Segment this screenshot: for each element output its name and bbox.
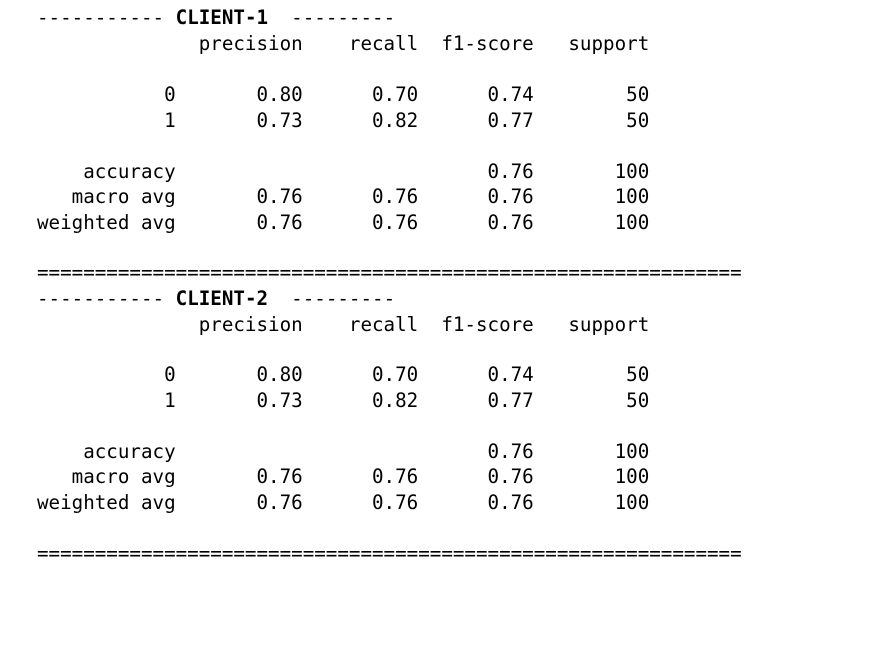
client-title: ----------- CLIENT-1 --------- [37, 5, 395, 31]
report-row-class-1: 1 0.73 0.82 0.77 50 [37, 389, 650, 412]
title-dashes-right: --------- [291, 6, 396, 29]
client-title: ----------- CLIENT-2 --------- [37, 286, 395, 312]
report-row-macro-avg: macro avg 0.76 0.76 0.76 100 [37, 465, 650, 488]
separator-line: ========================================… [37, 261, 742, 284]
report-row-weighted-avg: weighted avg 0.76 0.76 0.76 100 [37, 211, 650, 234]
title-dashes-left: ----------- [37, 287, 165, 310]
report-row-accuracy: accuracy 0.76 100 [37, 440, 650, 463]
report-row-class-0: 0 0.80 0.70 0.74 50 [37, 363, 650, 386]
report-row-accuracy: accuracy 0.76 100 [37, 160, 650, 183]
client-name: CLIENT-2 [175, 287, 269, 310]
console-output: ----------- CLIENT-1 --------- precision… [37, 5, 742, 565]
title-dashes-left: ----------- [37, 6, 165, 29]
report-row-class-0: 0 0.80 0.70 0.74 50 [37, 83, 650, 106]
report-row-class-1: 1 0.73 0.82 0.77 50 [37, 109, 650, 132]
title-dashes-right: --------- [291, 287, 396, 310]
report-row-weighted-avg: weighted avg 0.76 0.76 0.76 100 [37, 491, 650, 514]
client-name: CLIENT-1 [175, 6, 269, 29]
report-row-macro-avg: macro avg 0.76 0.76 0.76 100 [37, 185, 650, 208]
report-header: precision recall f1-score support [37, 32, 650, 55]
report-header: precision recall f1-score support [37, 313, 650, 336]
separator-line: ========================================… [37, 542, 742, 565]
